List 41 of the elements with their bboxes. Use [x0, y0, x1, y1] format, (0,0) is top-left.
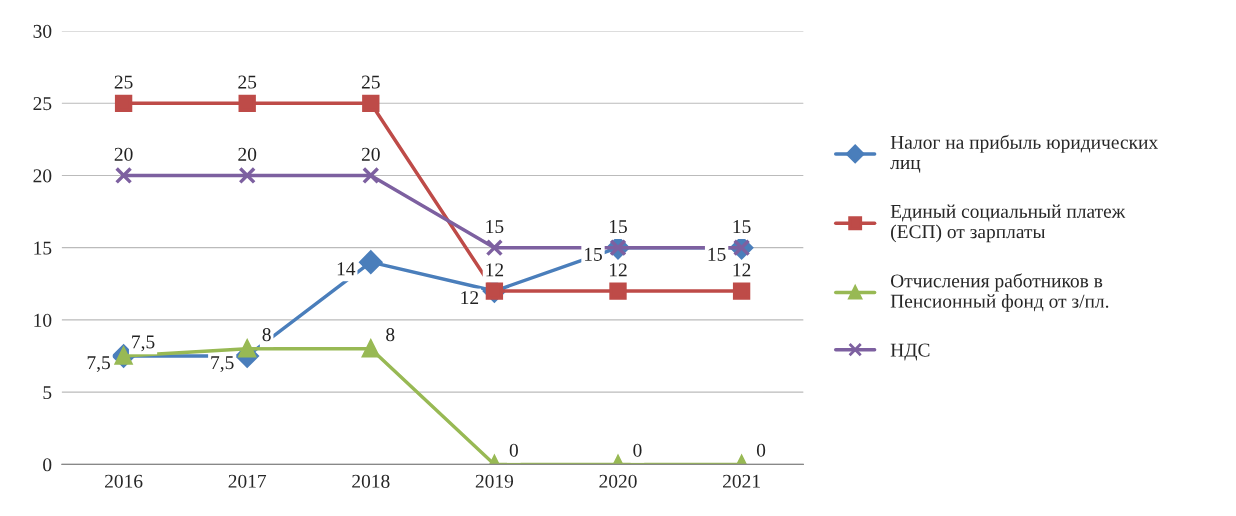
data-label: 15 [609, 220, 627, 234]
x-tick-label: 2019 [475, 474, 514, 488]
x-tick-label: 2017 [228, 474, 267, 488]
legend-label: НДС [890, 343, 930, 361]
y-tick-label: 0 [43, 458, 52, 472]
x-tick-label: 2016 [105, 474, 143, 488]
data-label: 7,5 [87, 356, 110, 373]
data-label: 14 [337, 262, 356, 276]
x-tick-label: 2018 [352, 474, 390, 488]
data-label: 0 [756, 443, 766, 457]
y-tick-label: 5 [43, 386, 52, 400]
data-label: 20 [238, 147, 257, 161]
data-label: 15 [733, 220, 751, 234]
data-label: 7,5 [132, 335, 155, 352]
data-label: 15 [584, 247, 602, 261]
data-label: 0 [509, 443, 518, 457]
data-label: 15 [708, 247, 726, 261]
y-tick-label: 20 [33, 169, 52, 183]
data-label: 20 [114, 147, 133, 161]
x-tick-label: 2021 [723, 474, 760, 488]
data-label: 25 [114, 75, 133, 89]
data-label: 7,5 [211, 356, 234, 373]
data-label: 20 [361, 147, 380, 161]
data-label: 25 [361, 75, 380, 89]
y-tick-label: 15 [34, 241, 52, 255]
data-label: 12 [733, 263, 751, 277]
data-label: 0 [633, 443, 642, 457]
data-label: 25 [238, 75, 257, 89]
data-label: 8 [262, 328, 271, 342]
y-tick-label: 30 [33, 24, 52, 38]
legend-label: Единый социальный платеж (ЕСП) от зарплаты [890, 204, 1126, 243]
data-label: 12 [461, 291, 479, 305]
x-tick-label: 2020 [599, 474, 637, 488]
y-tick-label: 25 [33, 97, 52, 111]
data-label: 12 [609, 263, 627, 277]
y-tick-label: 10 [34, 313, 52, 327]
data-label: 15 [486, 220, 504, 234]
legend-label: Отчисления работников в Пенсионный фонд от з/пл. [890, 273, 1109, 312]
data-label: 8 [386, 328, 395, 342]
legend-label: Налог на прибыль юридических лиц [890, 134, 1158, 173]
data-label: 12 [486, 263, 504, 277]
